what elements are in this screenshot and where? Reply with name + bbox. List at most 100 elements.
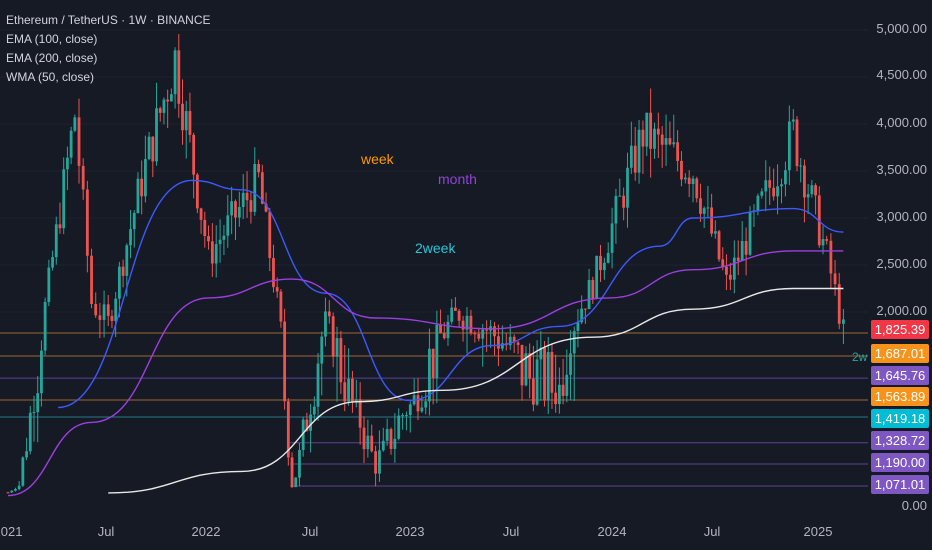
candle-body <box>184 111 188 131</box>
candle-body <box>397 415 401 439</box>
candle-body <box>73 117 77 131</box>
candle-body <box>385 429 389 441</box>
x-tick: Jul <box>502 524 520 539</box>
ema200-line <box>7 250 844 497</box>
candle-body <box>268 211 272 258</box>
candle-body <box>129 229 132 246</box>
ema100-line <box>58 179 844 409</box>
candle-body <box>744 240 748 255</box>
candle-body <box>591 280 595 299</box>
candle-body <box>162 99 166 113</box>
candle-body <box>546 351 550 401</box>
x-tick: 2025 <box>803 524 833 539</box>
candle-body <box>218 239 222 245</box>
candle-body <box>294 477 298 488</box>
x-tick: 2021 <box>0 524 23 539</box>
candle-body <box>717 231 721 260</box>
candle-body <box>512 336 516 343</box>
candle-body <box>776 186 779 197</box>
candle-body <box>580 308 584 323</box>
candle-body <box>539 347 543 360</box>
candle-body <box>469 315 473 334</box>
candle-body <box>66 157 69 170</box>
candle-body <box>339 338 343 383</box>
candle-body <box>565 374 569 396</box>
y-tick: 4,000.00 <box>876 115 927 130</box>
candle-body <box>143 159 147 197</box>
candle-body <box>780 184 783 187</box>
candle-body <box>500 343 504 349</box>
candle-body <box>393 438 397 449</box>
candle-body <box>210 241 214 264</box>
candle-body <box>461 320 465 330</box>
indicator-ema100[interactable]: EMA (100, close) <box>6 32 98 46</box>
candle-body <box>54 224 58 258</box>
price-badge-1190: 1,190.00 <box>871 453 929 472</box>
moving-averages <box>7 179 844 497</box>
symbol-title[interactable]: Ethereum / TetherUS · 1W · BINANCE <box>6 13 211 27</box>
candle-body <box>748 211 752 255</box>
candle-body <box>641 129 645 147</box>
candle-body <box>253 164 257 212</box>
candle-body <box>335 338 339 357</box>
candle-body <box>768 180 772 188</box>
candle-body <box>405 414 408 416</box>
candle-body <box>245 192 249 201</box>
candle-body <box>69 130 73 158</box>
candle-body <box>508 336 512 346</box>
candle-body <box>85 189 89 256</box>
candle-body <box>622 195 626 208</box>
candle-body <box>543 347 546 401</box>
candle-body <box>629 145 633 168</box>
candle-body <box>702 208 706 214</box>
candle-body <box>420 407 424 412</box>
candle-body <box>98 315 102 320</box>
candle-body <box>764 180 768 192</box>
candle-body <box>672 142 676 145</box>
candle-body <box>241 192 245 208</box>
candle-body <box>401 415 404 417</box>
candle-body <box>416 395 420 412</box>
y-tick: 0.00 <box>901 498 927 513</box>
x-tick: Jul <box>703 524 721 539</box>
indicator-wma50[interactable]: WMA (50, close) <box>6 70 95 84</box>
candle-body <box>695 178 699 199</box>
price-badge-1071: 1,071.01 <box>871 475 929 494</box>
candle-body <box>442 333 446 339</box>
candle-body <box>147 136 151 160</box>
candles <box>6 34 845 494</box>
candle-body <box>114 298 118 321</box>
candle-body <box>668 138 672 145</box>
candle-body <box>132 213 136 230</box>
candle-body <box>721 259 725 267</box>
candle-body <box>477 333 481 339</box>
candle-body <box>327 311 331 317</box>
candle-body <box>81 165 85 190</box>
indicator-ema200[interactable]: EMA (200, close) <box>6 51 98 65</box>
y-tick: 5,000.00 <box>876 21 927 36</box>
candle-body <box>516 342 520 345</box>
candle-body <box>121 266 125 276</box>
candle-body <box>550 351 554 393</box>
candle-body <box>177 50 181 104</box>
candle-body <box>354 399 358 403</box>
y-tick: 3,500.00 <box>876 162 927 177</box>
x-tick: 2024 <box>597 524 627 539</box>
candle-body <box>272 257 275 288</box>
candle-body <box>528 353 532 379</box>
candle-body <box>557 384 561 405</box>
candle-body <box>799 165 803 167</box>
candle-body <box>389 429 393 449</box>
candle-body <box>381 440 385 451</box>
label-week: week <box>361 151 394 167</box>
candle-body <box>493 326 496 337</box>
candle-body <box>195 174 199 209</box>
x-tick: 2023 <box>395 524 425 539</box>
candle-body <box>51 257 54 268</box>
candle-body <box>595 255 599 299</box>
candle-body <box>756 195 760 211</box>
candle-body <box>6 492 10 494</box>
candle-body <box>713 231 717 234</box>
candle-body <box>125 245 129 276</box>
